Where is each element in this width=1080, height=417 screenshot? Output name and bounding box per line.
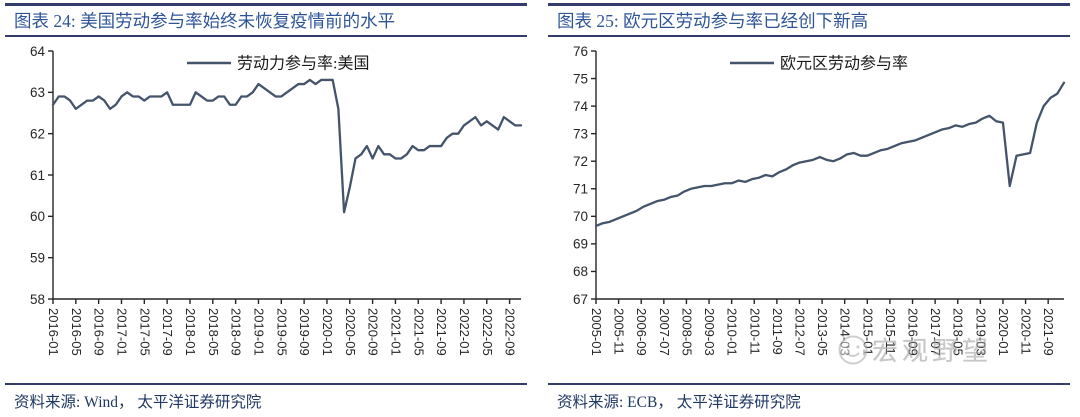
x-tick-label: 2022-09 <box>503 308 518 356</box>
y-tick-label: 61 <box>30 168 45 183</box>
x-tick-label: 2019-03 <box>973 308 988 356</box>
x-tick-label: 2019-09 <box>297 308 312 356</box>
series-line <box>51 78 523 214</box>
y-tick-label: 72 <box>573 154 588 169</box>
figure-25-panel: 图表 25: 欧元区劳动参与率已经创下新高 宏观野望 67 68 69 70 71 72 7… <box>548 3 1070 412</box>
y-tick-label: 70 <box>573 209 588 224</box>
x-tick-label: 2017-05 <box>137 308 152 356</box>
x-tick-label: 2005-11 <box>612 308 627 355</box>
x-tick-label: 2021-05 <box>411 308 426 356</box>
us-lfpr-line-chart: 58 59 60 61 62 63 64 2016-01 2016-05 2016-09 2017-… <box>5 37 527 383</box>
x-tick-label: 2018-09 <box>229 308 244 356</box>
y-tick-label: 67 <box>573 292 588 307</box>
y-tick-label: 75 <box>573 71 588 86</box>
figure-24-title: 图表 24: 美国劳动参与率始终未恢复疫情前的水平 <box>5 3 527 37</box>
y-tick-label: 58 <box>30 292 45 307</box>
y-tick-label: 59 <box>30 250 45 265</box>
legend: 劳动力参与率:美国 <box>187 55 369 73</box>
x-tick-label: 2015-01 <box>860 308 875 356</box>
x-tick-label: 2009-03 <box>702 308 717 356</box>
figure-25-source: 资料来源: ECB， 太平洋证券研究院 <box>548 383 1070 412</box>
x-tick-label: 2018-05 <box>951 308 966 356</box>
x-tick-label: 2018-01 <box>183 308 198 356</box>
x-tick-label: 2016-05 <box>69 308 84 356</box>
axes <box>595 51 1064 300</box>
legend-label: 劳动力参与率:美国 <box>237 55 369 73</box>
x-tick-label: 2021-09 <box>1041 308 1056 356</box>
chart-canvas: 58 59 60 61 62 63 64 2016-01 2016-05 2016-09 2017-… <box>30 44 523 356</box>
y-tick-label: 69 <box>573 237 588 252</box>
x-tick-label: 2011-09 <box>770 308 785 355</box>
y-tick-label: 62 <box>30 126 45 141</box>
x-tick-label: 2015-11 <box>883 308 898 355</box>
eurozone-lfpr-line-chart: 宏观野望 67 68 69 70 71 72 73 74 75 76 2005-01 2005-11 2… <box>548 37 1070 383</box>
x-tick-label: 2019-01 <box>251 308 266 356</box>
x-tick-label: 2016-01 <box>46 308 61 356</box>
y-tick-label: 73 <box>573 126 588 141</box>
y-tick-label: 74 <box>573 99 589 114</box>
x-tick-label: 2007-07 <box>657 308 672 356</box>
x-tick-label: 2019-05 <box>274 308 289 356</box>
x-tick-label: 2006-09 <box>634 308 649 356</box>
x-tick-label: 2010-11 <box>747 308 762 355</box>
x-tick-label: 2008-05 <box>679 308 694 356</box>
y-tick-label: 76 <box>573 44 588 59</box>
x-tick-label: 2012-07 <box>792 308 807 356</box>
x-tick-label: 2017-09 <box>160 308 175 356</box>
legend: 欧元区劳动参与率 <box>730 55 908 73</box>
x-tick-label: 2014-03 <box>838 308 853 356</box>
x-tick-label: 2022-01 <box>457 308 472 356</box>
y-tick-label: 64 <box>30 44 46 59</box>
y-tick-label: 60 <box>30 209 45 224</box>
x-tick-label: 2020-01 <box>996 308 1011 356</box>
x-tick-label: 2010-01 <box>725 308 740 356</box>
axes <box>52 51 521 300</box>
figure-24-panel: 图表 24: 美国劳动参与率始终未恢复疫情前的水平 58 59 60 61 62 63 64… <box>5 3 527 412</box>
legend-label: 欧元区劳动参与率 <box>780 55 908 73</box>
x-tick-label: 2018-05 <box>206 308 221 356</box>
y-tick-label: 68 <box>573 264 588 279</box>
x-tick-label: 2016-09 <box>92 308 107 356</box>
figure-25-title: 图表 25: 欧元区劳动参与率已经创下新高 <box>548 3 1070 37</box>
x-tick-label: 2022-05 <box>480 308 495 356</box>
x-tick-label: 2020-11 <box>1019 308 1034 355</box>
x-tick-label: 2021-09 <box>434 308 449 356</box>
y-tick-label: 71 <box>573 182 588 197</box>
x-tick-label: 2005-01 <box>589 308 604 356</box>
y-axis-ticks: 67 68 69 70 71 72 73 74 75 76 <box>573 44 596 307</box>
x-tick-label: 2016-09 <box>906 308 921 356</box>
x-axis-ticks: 2005-01 2005-11 2006-09 2007-07 2008-05 2009-… <box>589 299 1056 356</box>
series-line <box>594 81 1066 228</box>
y-axis-ticks: 58 59 60 61 62 63 64 <box>30 44 53 307</box>
x-tick-label: 2017-07 <box>928 308 943 356</box>
figure-24-source: 资料来源: Wind， 太平洋证券研究院 <box>5 383 527 412</box>
y-tick-label: 63 <box>30 85 45 100</box>
chart-canvas: 67 68 69 70 71 72 73 74 75 76 2005-01 2005-11 2006-0… <box>573 44 1066 356</box>
x-tick-label: 2013-05 <box>815 308 830 356</box>
x-tick-label: 2020-09 <box>366 308 381 356</box>
x-tick-label: 2020-05 <box>343 308 358 356</box>
x-axis-ticks: 2016-01 2016-05 2016-09 2017-01 2017-05 2017-… <box>46 299 518 356</box>
x-tick-label: 2020-01 <box>320 308 335 356</box>
x-tick-label: 2017-01 <box>114 308 129 356</box>
x-tick-label: 2021-01 <box>388 308 403 356</box>
